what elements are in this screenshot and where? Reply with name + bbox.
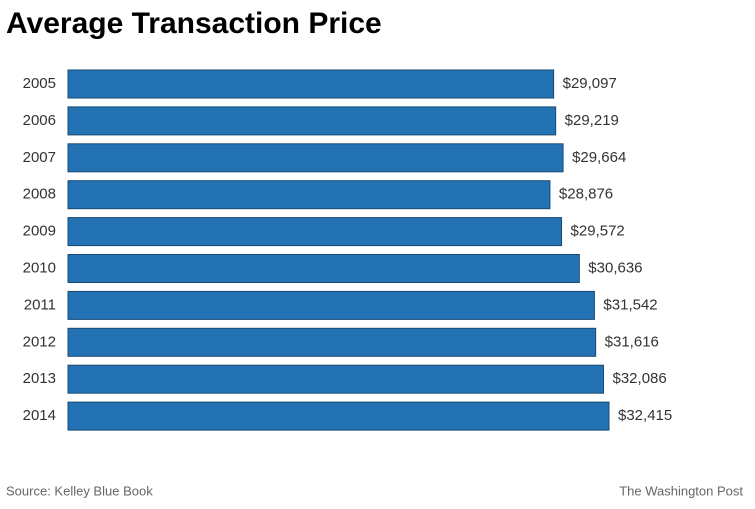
bar [67, 217, 563, 247]
y-tick-label: 2012 [23, 333, 56, 350]
bar [67, 254, 580, 283]
value-label: $28,876 [559, 186, 613, 203]
value-label: $29,219 [565, 112, 619, 129]
y-tick-label: 2009 [23, 223, 56, 240]
source: Source: Kelley Blue Book [6, 483, 153, 498]
chart-title: Average Transaction Price [6, 7, 382, 40]
y-tick-label: 2010 [23, 259, 56, 276]
value-label: $29,572 [571, 223, 625, 240]
bar [67, 327, 597, 357]
value-label: $30,636 [588, 259, 642, 276]
bar [67, 106, 557, 136]
value-label: $32,415 [618, 407, 672, 424]
bar [67, 143, 564, 173]
bar [67, 290, 595, 320]
value-label: $31,616 [605, 333, 659, 350]
y-tick-label: 2014 [23, 407, 56, 424]
y-tick-label: 2008 [23, 186, 56, 203]
value-label: $31,542 [603, 296, 657, 313]
value-label: $32,086 [613, 370, 667, 387]
y-tick-label: 2011 [24, 296, 56, 313]
bar [67, 364, 605, 394]
bar [67, 69, 555, 99]
value-label: $29,664 [572, 149, 626, 166]
credit: The Washington Post [619, 483, 743, 498]
value-label: $29,097 [563, 75, 617, 92]
y-tick-label: 2005 [23, 75, 56, 92]
bar [67, 401, 610, 431]
y-tick-label: 2006 [23, 112, 56, 129]
y-tick-label: 2013 [23, 370, 56, 387]
bar [67, 180, 551, 210]
y-tick-label: 2007 [23, 149, 56, 166]
